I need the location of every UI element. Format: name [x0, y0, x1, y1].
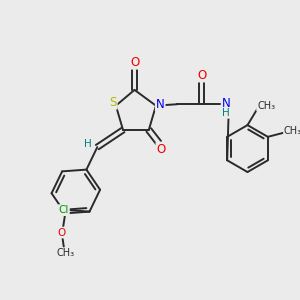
Text: O: O — [131, 56, 140, 69]
Text: CH₃: CH₃ — [56, 248, 74, 258]
Text: O: O — [157, 142, 166, 156]
Text: H: H — [222, 108, 230, 118]
Text: N: N — [222, 97, 230, 110]
Text: N: N — [156, 98, 165, 111]
Text: O: O — [58, 228, 66, 238]
Text: CH₃: CH₃ — [284, 126, 300, 136]
Text: H: H — [84, 139, 92, 149]
Text: S: S — [109, 96, 117, 109]
Text: O: O — [198, 68, 207, 82]
Text: Cl: Cl — [58, 205, 69, 215]
Text: CH₃: CH₃ — [257, 100, 275, 111]
